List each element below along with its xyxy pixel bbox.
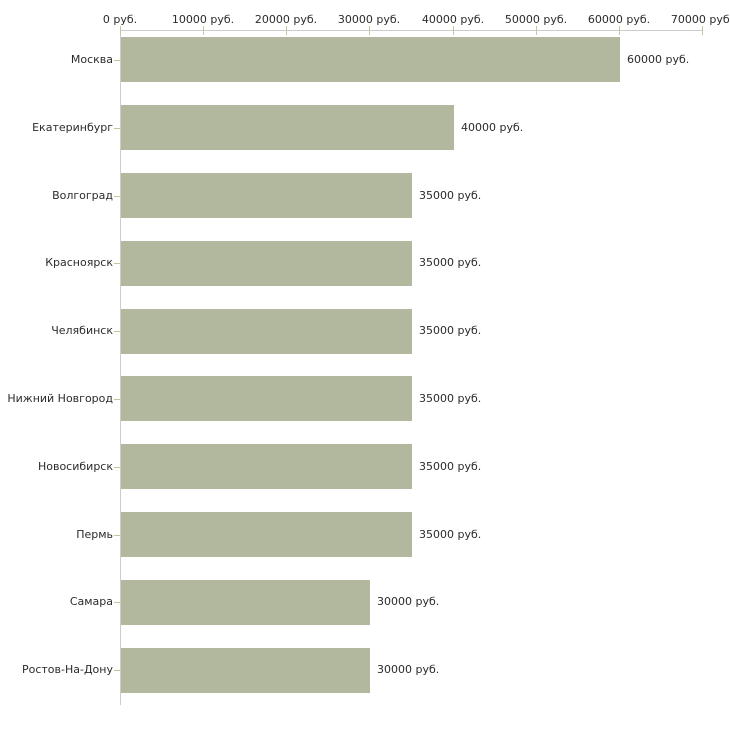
category-tick	[114, 60, 120, 61]
value-label: 30000 руб.	[377, 663, 440, 676]
value-label: 35000 руб.	[419, 256, 482, 269]
value-label: 40000 руб.	[461, 121, 524, 134]
value-label: 60000 руб.	[627, 53, 690, 66]
value-label: 35000 руб.	[419, 392, 482, 405]
x-axis-tick	[203, 26, 204, 35]
x-tick-label: 30000 руб.	[337, 13, 401, 26]
category-label: Пермь	[76, 528, 113, 541]
x-axis-tick	[369, 26, 370, 35]
value-label: 35000 руб.	[419, 460, 482, 473]
category-label: Красноярск	[45, 256, 113, 269]
category-tick	[114, 467, 120, 468]
category-tick	[114, 196, 120, 197]
category-tick	[114, 331, 120, 332]
x-axis-tick	[619, 26, 620, 35]
category-label: Самара	[69, 595, 113, 608]
x-tick-label: 20000 руб.	[254, 13, 318, 26]
bar	[121, 444, 412, 490]
bar	[121, 579, 370, 625]
bar	[121, 376, 412, 422]
category-label: Москва	[70, 53, 113, 66]
x-tick-label: 70000 руб.	[670, 13, 730, 26]
category-tick	[114, 399, 120, 400]
bar	[121, 308, 412, 354]
category-label: Новосибирск	[37, 460, 113, 473]
category-label: Екатеринбург	[32, 121, 113, 134]
x-tick-label: 40000 руб.	[421, 13, 485, 26]
x-axis-tick	[536, 26, 537, 35]
category-tick	[114, 128, 120, 129]
value-label: 35000 руб.	[419, 324, 482, 337]
category-label: Нижний Новгород	[7, 392, 113, 405]
y-axis-line	[120, 30, 121, 705]
category-tick	[114, 670, 120, 671]
x-tick-label: 0 руб.	[102, 13, 138, 26]
x-tick-label: 10000 руб.	[171, 13, 235, 26]
category-label: Ростов-На-Дону	[21, 663, 113, 676]
category-tick	[114, 602, 120, 603]
bar	[121, 240, 412, 286]
category-tick	[114, 263, 120, 264]
x-tick-label: 50000 руб.	[504, 13, 568, 26]
x-axis-tick	[453, 26, 454, 35]
x-axis-line	[120, 30, 703, 31]
value-label: 30000 руб.	[377, 595, 440, 608]
value-label: 35000 руб.	[419, 189, 482, 202]
bar	[121, 512, 412, 557]
category-tick	[114, 535, 120, 536]
bar	[121, 647, 370, 693]
bar	[121, 105, 454, 151]
bar	[121, 37, 620, 83]
x-axis-tick	[702, 26, 703, 35]
value-label: 35000 руб.	[419, 528, 482, 541]
category-label: Челябинск	[51, 324, 113, 337]
x-axis-tick	[286, 26, 287, 35]
x-axis-tick	[120, 26, 121, 35]
x-tick-label: 60000 руб.	[587, 13, 651, 26]
category-label: Волгоград	[52, 189, 113, 202]
bar	[121, 173, 412, 218]
